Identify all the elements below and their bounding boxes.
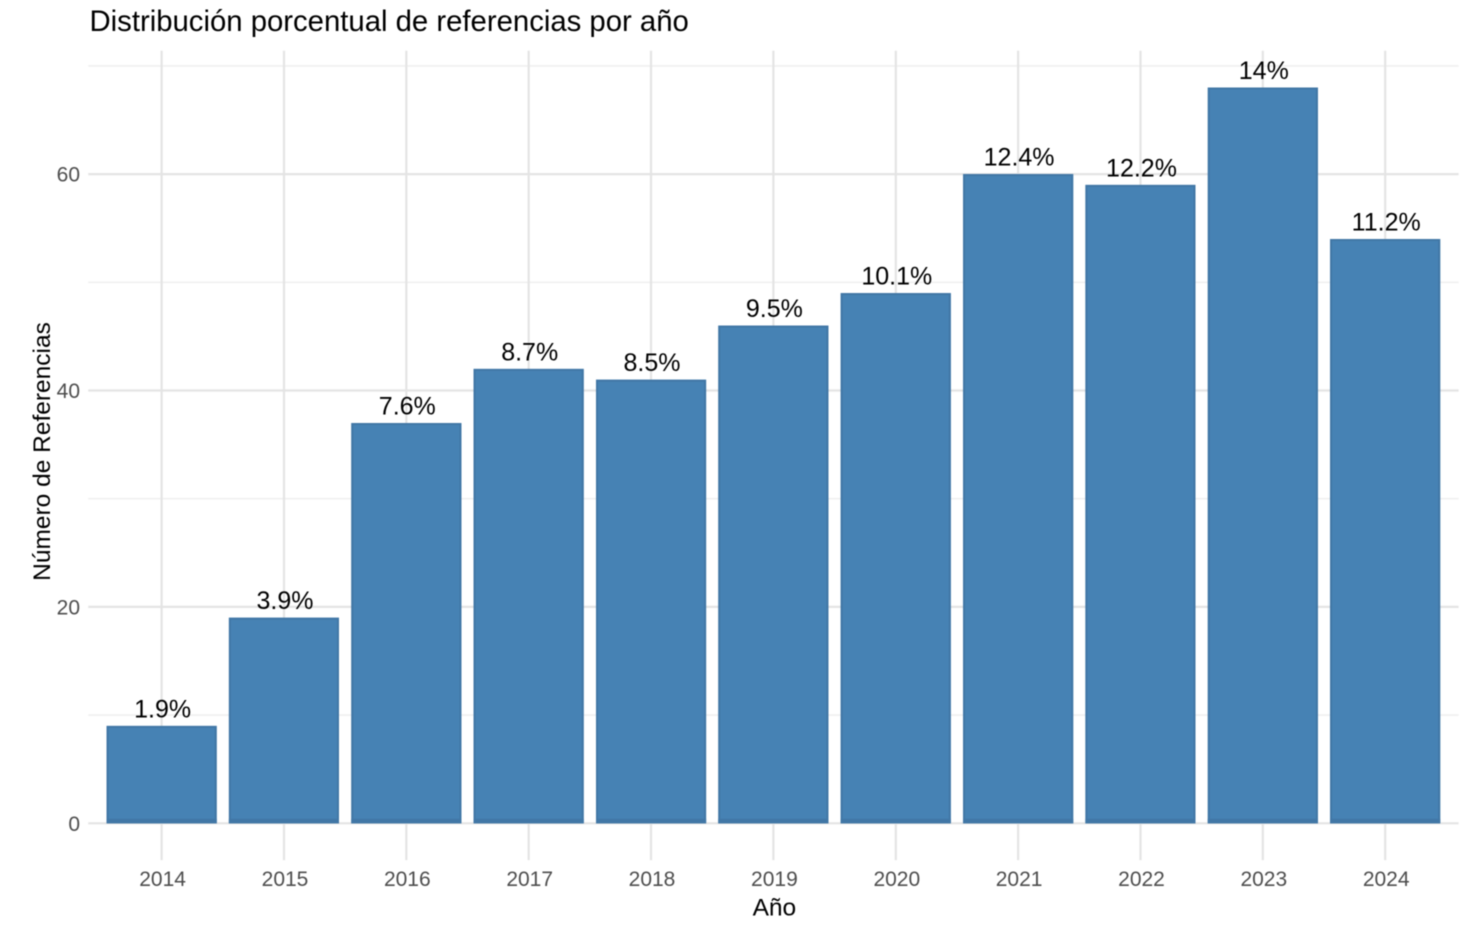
svg-text:2024: 2024	[1363, 868, 1410, 891]
svg-text:2022: 2022	[1118, 868, 1165, 891]
svg-text:40: 40	[57, 380, 80, 403]
svg-text:14%: 14%	[1239, 57, 1289, 85]
svg-text:7.6%: 7.6%	[379, 393, 436, 421]
svg-text:8.7%: 8.7%	[501, 338, 558, 366]
svg-text:2014: 2014	[139, 868, 186, 891]
svg-text:2018: 2018	[629, 868, 676, 891]
svg-text:Número de Referencias: Número de Referencias	[29, 322, 56, 581]
svg-text:2015: 2015	[262, 868, 309, 891]
svg-text:2021: 2021	[996, 868, 1043, 891]
svg-text:9.5%: 9.5%	[746, 295, 803, 323]
svg-text:8.5%: 8.5%	[624, 349, 681, 377]
svg-text:Distribución porcentual de ref: Distribución porcentual de referencias p…	[90, 5, 689, 38]
svg-text:3.9%: 3.9%	[257, 587, 314, 615]
svg-text:20: 20	[57, 596, 80, 619]
svg-text:0: 0	[68, 813, 80, 836]
svg-text:1.9%: 1.9%	[134, 695, 191, 723]
svg-text:60: 60	[57, 164, 80, 187]
svg-text:10.1%: 10.1%	[861, 263, 932, 291]
svg-text:2019: 2019	[751, 868, 798, 891]
svg-text:2020: 2020	[873, 868, 920, 891]
svg-text:12.2%: 12.2%	[1106, 154, 1177, 182]
svg-text:2016: 2016	[384, 868, 431, 891]
svg-text:2017: 2017	[506, 868, 553, 891]
svg-text:12.4%: 12.4%	[984, 144, 1055, 172]
svg-text:Año: Año	[753, 895, 797, 922]
svg-text:11.2%: 11.2%	[1352, 209, 1421, 237]
svg-text:2023: 2023	[1240, 868, 1287, 891]
